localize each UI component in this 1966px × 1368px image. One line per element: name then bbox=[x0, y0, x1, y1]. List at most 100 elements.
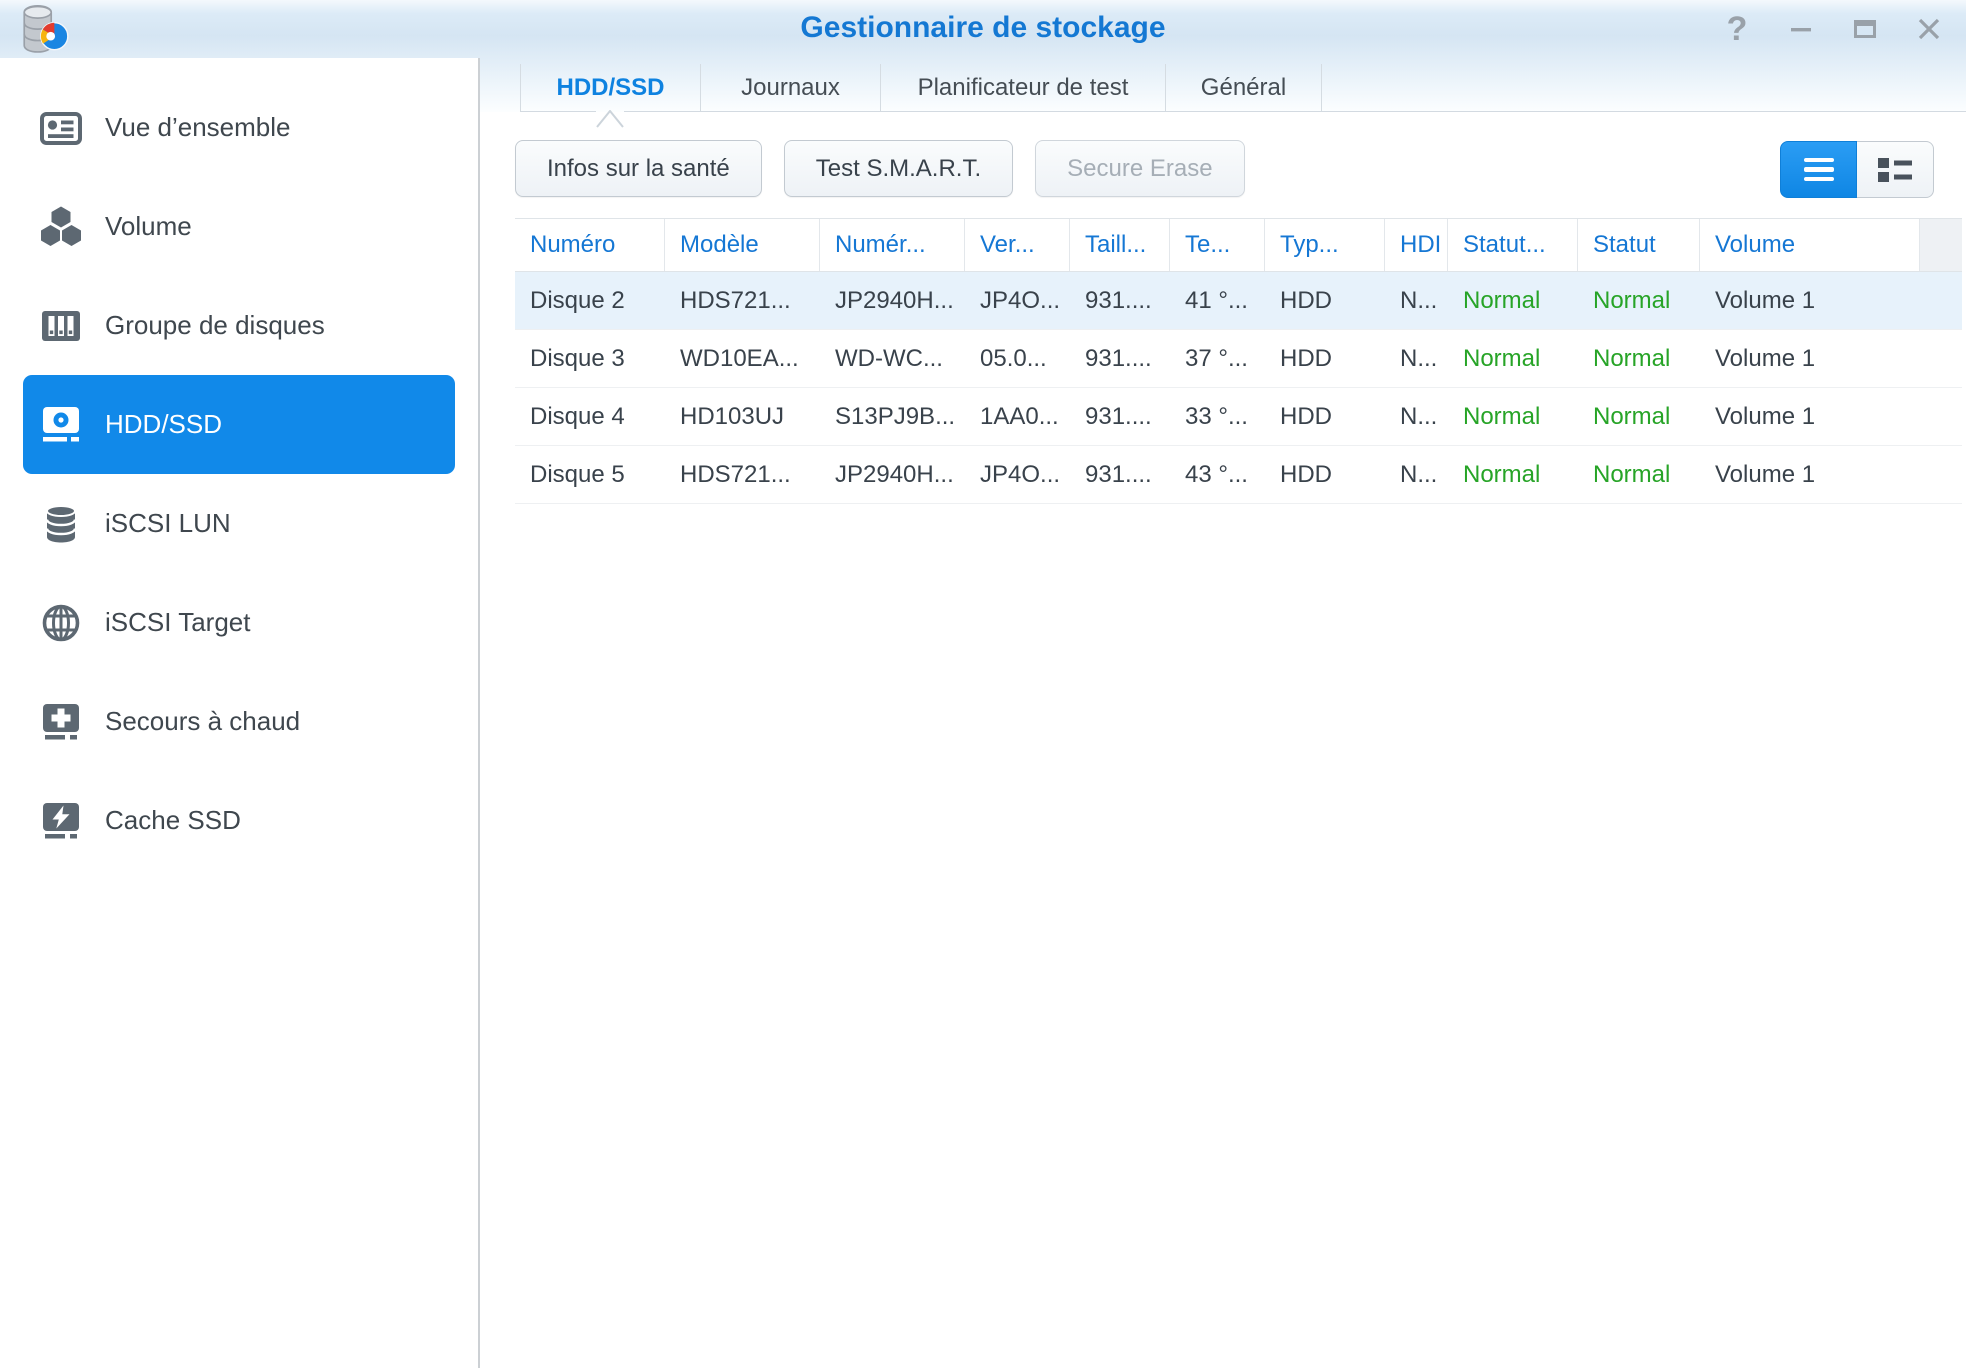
table-cell: 931.... bbox=[1085, 403, 1152, 430]
maximize-icon[interactable] bbox=[1844, 8, 1886, 50]
status-cell: Normal bbox=[1593, 287, 1671, 314]
disk-group-icon bbox=[38, 303, 84, 349]
tab-bar: HDD/SSD Journaux Planificateur de test Géné… bbox=[520, 64, 1322, 111]
table-cell: Volume 1 bbox=[1715, 345, 1816, 372]
table-cell: HDD bbox=[1280, 287, 1332, 314]
tab[interactable]: Journaux bbox=[700, 64, 880, 111]
table-cell: N... bbox=[1400, 345, 1438, 372]
help-icon[interactable]: ? bbox=[1726, 10, 1748, 48]
volume-icon bbox=[38, 204, 84, 250]
table-cell: HDD bbox=[1280, 345, 1332, 372]
detail-view-icon bbox=[1878, 157, 1912, 182]
titlebar: Gestionnaire de stockage ? bbox=[0, 0, 1966, 58]
close-icon[interactable] bbox=[1908, 8, 1950, 50]
sidebar-item-secours-chaud[interactable]: Secours à chaud bbox=[23, 672, 455, 771]
table-cell: S13PJ9B... bbox=[835, 403, 956, 430]
hot-spare-icon bbox=[38, 699, 84, 745]
storage-manager-app-icon bbox=[18, 4, 72, 54]
column-header[interactable]: Numér... bbox=[820, 219, 965, 271]
overview-icon bbox=[38, 105, 84, 151]
status-cell: Normal bbox=[1593, 461, 1671, 488]
column-header[interactable]: Statut bbox=[1578, 219, 1700, 271]
sidebar-item-label: HDD/SSD bbox=[105, 409, 223, 439]
sidebar-item-label: Cache SSD bbox=[105, 805, 241, 835]
column-header[interactable]: Typ... bbox=[1265, 219, 1385, 271]
sidebar-item-label: Secours à chaud bbox=[105, 706, 301, 736]
table-cell: 931.... bbox=[1085, 287, 1152, 314]
table-row[interactable]: Disque 2 HDS721... JP2940H... JP4O... 931...… bbox=[515, 272, 1962, 330]
infos-sur-la-sant--button[interactable]: Infos sur la santé bbox=[515, 140, 762, 197]
disk-table-body: Disque 2 HDS721... JP2940H... JP4O... 931...… bbox=[515, 272, 1962, 504]
table-cell: WD-WC... bbox=[835, 345, 943, 372]
column-header[interactable]: HDI bbox=[1385, 219, 1448, 271]
sidebar-item-iscsi-target[interactable]: iSCSI Target bbox=[23, 573, 455, 672]
table-cell: HDS721... bbox=[680, 287, 791, 314]
sidebar-item-label: iSCSI LUN bbox=[105, 508, 231, 538]
table-cell: Disque 4 bbox=[530, 403, 625, 430]
table-cell: Volume 1 bbox=[1715, 403, 1816, 430]
status-cell: Normal bbox=[1463, 403, 1541, 430]
column-header[interactable]: Te... bbox=[1170, 219, 1265, 271]
sidebar-item-label: Volume bbox=[105, 211, 192, 241]
column-header[interactable]: Numéro bbox=[515, 219, 665, 271]
list-view-button[interactable] bbox=[1780, 141, 1857, 198]
test-s-m-a-r-t--button[interactable]: Test S.M.A.R.T. bbox=[783, 140, 1014, 197]
tab[interactable]: Planificateur de test bbox=[880, 64, 1165, 111]
tab[interactable]: Général bbox=[1165, 64, 1322, 111]
table-cell: N... bbox=[1400, 403, 1438, 430]
column-header[interactable]: Statut... bbox=[1448, 219, 1578, 271]
table-cell: Disque 2 bbox=[530, 287, 625, 314]
table-cell: HDD bbox=[1280, 461, 1332, 488]
sidebar-item-hdd-ssd[interactable]: HDD/SSD bbox=[23, 375, 455, 474]
disk-table-header: Numéro Modèle Numér... Ver... Taill... Te... T… bbox=[515, 218, 1962, 272]
disk-table: Numéro Modèle Numér... Ver... Taill... Te... T… bbox=[515, 218, 1962, 504]
table-cell: Disque 3 bbox=[530, 345, 625, 372]
sidebar-item-iscsi-lun[interactable]: iSCSI LUN bbox=[23, 474, 455, 573]
iscsi-target-icon bbox=[38, 600, 84, 646]
status-cell: Normal bbox=[1593, 403, 1671, 430]
table-cell: 931.... bbox=[1085, 345, 1152, 372]
table-cell: 37 °... bbox=[1185, 345, 1248, 372]
window-controls: ? bbox=[1716, 8, 1950, 50]
table-cell: N... bbox=[1400, 287, 1438, 314]
table-cell: WD10EA... bbox=[680, 345, 799, 372]
table-cell: 1AA0... bbox=[980, 403, 1059, 430]
sidebar-item-vue-d-ensemble[interactable]: Vue d’ensemble bbox=[23, 78, 455, 177]
table-cell: 43 °... bbox=[1185, 461, 1248, 488]
table-cell: Volume 1 bbox=[1715, 287, 1816, 314]
sidebar-item-label: Vue d’ensemble bbox=[105, 112, 291, 142]
column-header[interactable]: Modèle bbox=[665, 219, 820, 271]
column-header[interactable]: Ver... bbox=[965, 219, 1070, 271]
sidebar-item-groupe-de-disques[interactable]: Groupe de disques bbox=[23, 276, 455, 375]
sidebar-item-volume[interactable]: Volume bbox=[23, 177, 455, 276]
column-header[interactable]: Taill... bbox=[1070, 219, 1170, 271]
table-cell: HDS721... bbox=[680, 461, 791, 488]
sidebar-item-label: iSCSI Target bbox=[105, 607, 251, 637]
table-row[interactable]: Disque 5 HDS721... JP2940H... JP4O... 931...… bbox=[515, 446, 1962, 504]
header-filler bbox=[1920, 219, 1962, 271]
tabline bbox=[520, 111, 596, 112]
hdd-icon bbox=[38, 402, 84, 448]
tabline bbox=[624, 111, 1966, 112]
detail-view-button[interactable] bbox=[1857, 141, 1934, 198]
sidebar-item-cache-ssd[interactable]: Cache SSD bbox=[23, 771, 455, 870]
status-cell: Normal bbox=[1463, 287, 1541, 314]
table-cell: JP4O... bbox=[980, 461, 1061, 488]
table-cell: HD103UJ bbox=[680, 403, 785, 430]
active-tab-notch bbox=[596, 110, 624, 128]
tab-hdd-ssd[interactable]: HDD/SSD bbox=[520, 64, 700, 111]
table-cell: 33 °... bbox=[1185, 403, 1248, 430]
sidebar: Vue d’ensemble Volume Groupe de disques … bbox=[0, 58, 478, 1368]
status-cell: Normal bbox=[1593, 345, 1671, 372]
minimize-icon[interactable] bbox=[1780, 8, 1822, 50]
table-cell: N... bbox=[1400, 461, 1438, 488]
table-cell: JP2940H... bbox=[835, 461, 954, 488]
table-row[interactable]: Disque 3 WD10EA... WD-WC... 05.0... 931.... 3… bbox=[515, 330, 1962, 388]
window-title: Gestionnaire de stockage bbox=[800, 11, 1166, 44]
ssd-cache-icon bbox=[38, 798, 84, 844]
secure-erase-button[interactable]: Secure Erase bbox=[1035, 140, 1245, 197]
column-header[interactable]: Volume bbox=[1700, 219, 1920, 271]
table-row[interactable]: Disque 4 HD103UJ S13PJ9B... 1AA0... 931.... 3… bbox=[515, 388, 1962, 446]
status-cell: Normal bbox=[1463, 345, 1541, 372]
